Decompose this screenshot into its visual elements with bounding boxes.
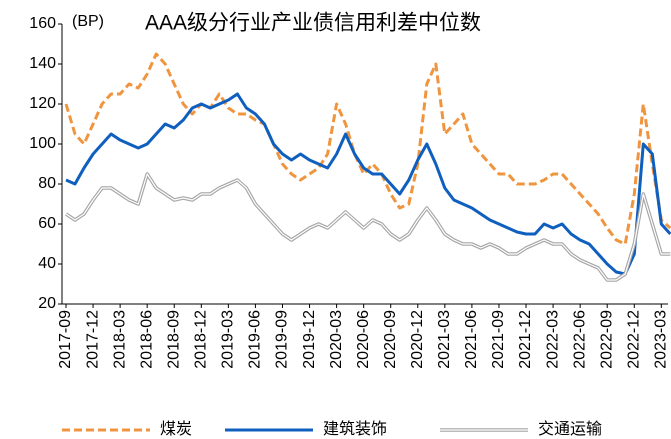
x-tick-label: 2023-03 [653,310,670,369]
y-axis-label: (BP) [72,13,104,30]
x-tick-label: 2019-09 [274,310,291,369]
x-tick-label: 2017-09 [57,310,74,369]
x-tick-label: 2021-09 [490,310,507,369]
y-tick-label: 120 [29,95,56,112]
x-tick-label: 2022-03 [544,310,561,369]
y-tick-label: 60 [38,215,56,232]
x-tick-label: 2022-06 [571,310,588,369]
y-tick-label: 140 [29,55,56,72]
x-tick-label: 2019-06 [247,310,264,369]
chart-title: AAA级分行业产业债信用利差中位数 [145,12,481,35]
series-line [64,52,671,246]
x-tick-label: 2021-06 [463,310,480,369]
y-tick-label: 100 [29,135,56,152]
x-tick-label: 2019-12 [301,310,318,369]
x-tick-label: 2018-09 [165,310,182,369]
x-tick-label: 2020-03 [328,310,345,369]
series-line [65,172,671,282]
x-tick-label: 2017-12 [84,310,101,369]
legend-label: 建筑装饰 [323,420,387,438]
x-tick-label: 2019-03 [220,310,237,369]
x-tick-label: 2020-09 [382,310,399,369]
series-line [65,92,671,276]
y-tick-label: 20 [38,295,56,312]
x-tick-label: 2018-12 [193,310,210,369]
x-tick-label: 2020-06 [355,310,372,369]
x-tick-label: 2022-09 [598,310,615,369]
x-tick-label: 2021-12 [517,310,534,369]
x-tick-label: 2020-12 [409,310,426,369]
y-tick-label: 40 [38,255,56,272]
x-tick-label: 2018-03 [111,310,128,369]
series-line-inner [65,173,671,281]
x-tick-label: 2021-03 [436,310,453,369]
legend-label: 交通运输 [538,420,602,438]
legend-label: 煤炭 [160,420,192,438]
x-tick-label: 2022-12 [625,310,642,369]
y-tick-label: 160 [29,15,56,32]
y-tick-label: 80 [38,175,56,192]
x-tick-label: 2018-06 [138,310,155,369]
